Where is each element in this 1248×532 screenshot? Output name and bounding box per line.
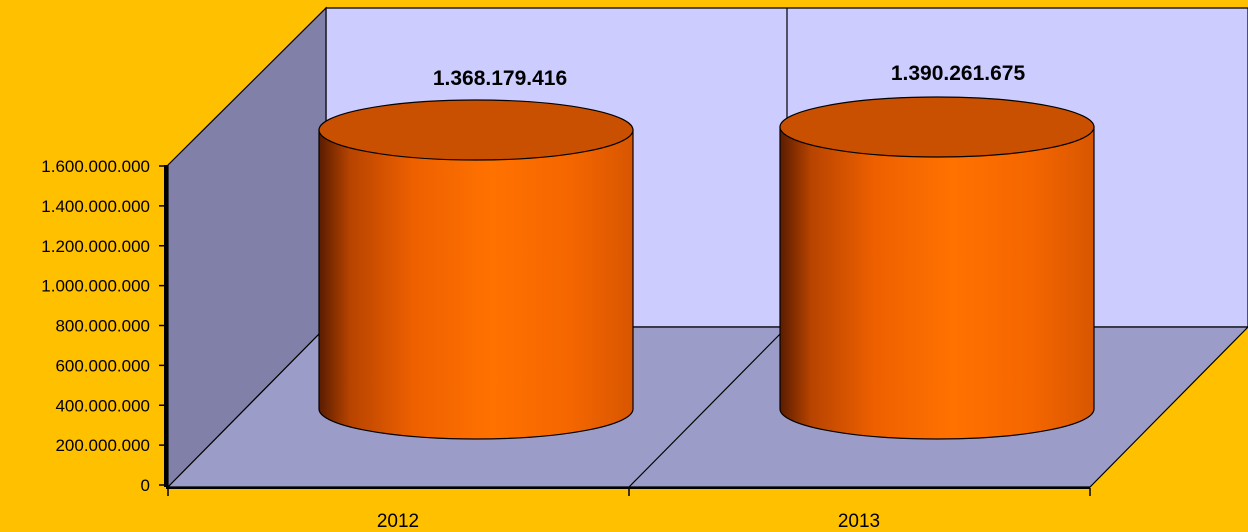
bar-2013: 1.390.261.675	[779, 62, 1095, 440]
y-tick-label: 600.000.000	[55, 356, 150, 375]
y-tick-label: 1.400.000.000	[41, 197, 150, 216]
y-tick-label: 1.600.000.000	[41, 157, 150, 176]
y-tick-label: 1.200.000.000	[41, 237, 150, 256]
floor-divider	[628, 326, 788, 488]
bars: 1.368.179.416 1.390.261.675	[318, 62, 1095, 440]
y-tick-label: 0	[141, 476, 150, 495]
cylinder-body	[779, 126, 1095, 440]
y-tick-label: 200.000.000	[55, 436, 150, 455]
data-label: 1.390.261.675	[891, 62, 1026, 85]
x-tick-label: 2012	[377, 511, 419, 532]
cylinder-body	[318, 129, 634, 440]
cylinder-top	[318, 99, 634, 161]
cylinder-top	[779, 96, 1095, 158]
y-ticks: 0 200.000.000 400.000.000 600.000.000 800.00…	[41, 157, 166, 495]
y-tick-label: 1.000.000.000	[41, 277, 150, 296]
x-tick-label: 2013	[838, 511, 880, 532]
y-axis: 0 200.000.000 400.000.000 600.000.000 800.00…	[41, 157, 168, 495]
x-ticks: 2012 2013	[167, 488, 1091, 532]
y-tick-label: 400.000.000	[55, 396, 150, 415]
bar-2012: 1.368.179.416	[318, 67, 634, 440]
y-tick-label: 800.000.000	[55, 317, 150, 336]
x-axis: 2012 2013	[166, 487, 1091, 532]
data-label: 1.368.179.416	[433, 67, 567, 90]
